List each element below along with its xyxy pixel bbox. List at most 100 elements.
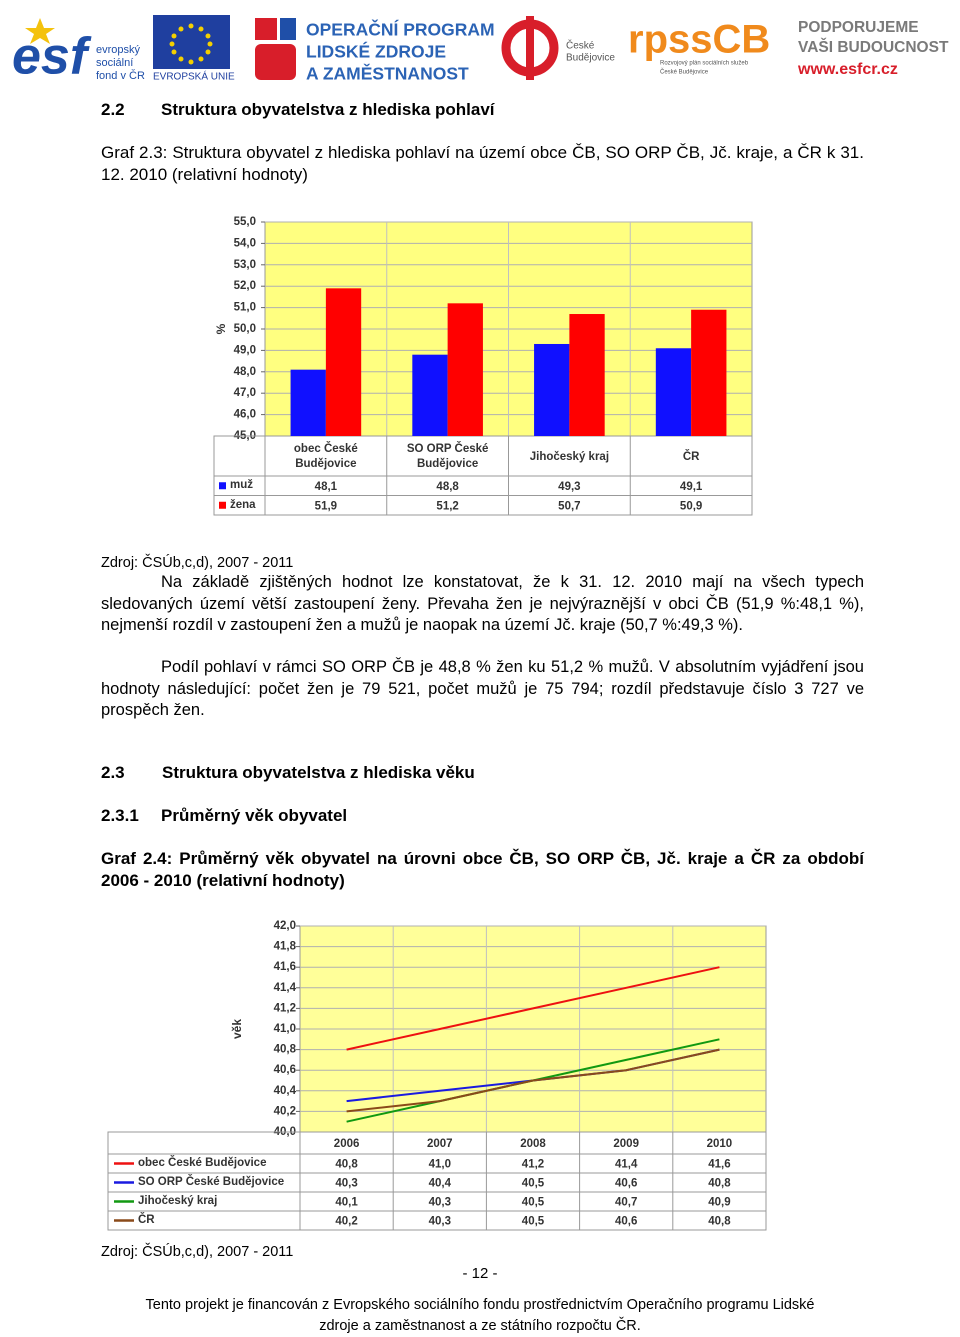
section-title: Průměrný věk obyvatel xyxy=(161,806,348,825)
y-tick-label: 40,4 xyxy=(274,1085,297,1097)
legend-label: muž xyxy=(230,479,253,491)
rpss-logo: rpssCB xyxy=(628,18,770,62)
legend-label: ČR xyxy=(138,1214,155,1226)
y-tick-label: 52,0 xyxy=(234,280,256,292)
data-label: 40,6 xyxy=(615,1216,637,1228)
y-tick-label: 47,0 xyxy=(234,387,256,399)
data-label: 40,8 xyxy=(708,1178,731,1190)
y-tick-label: 51,0 xyxy=(234,302,256,314)
x-tick-label: obec České Budějovice xyxy=(293,443,358,470)
y-tick-label: 41,0 xyxy=(274,1023,296,1035)
op-shape xyxy=(280,18,296,40)
x-tick-label: 2007 xyxy=(426,1137,453,1150)
section-number: 2.3 xyxy=(101,763,125,782)
y-tick-label: 49,0 xyxy=(234,344,256,356)
bar xyxy=(534,343,570,436)
data-label: 40,8 xyxy=(708,1216,731,1228)
esf-logo: esf xyxy=(12,28,92,86)
data-label: 41,0 xyxy=(429,1159,451,1171)
data-label: 40,3 xyxy=(335,1178,357,1190)
y-axis-label: věk xyxy=(230,1019,244,1039)
legend-swatch xyxy=(219,501,226,509)
y-tick-label: 50,0 xyxy=(234,323,256,335)
y-tick-label: 40,8 xyxy=(274,1044,297,1056)
bar xyxy=(412,354,448,436)
x-tick-label: 2009 xyxy=(613,1137,639,1150)
bar xyxy=(569,314,605,436)
y-tick-label: 41,4 xyxy=(274,982,297,994)
y-tick-label: 53,0 xyxy=(234,259,256,271)
data-label: 48,1 xyxy=(315,481,338,493)
line xyxy=(346,1048,720,1113)
data-label: 41,6 xyxy=(708,1159,730,1171)
data-label: 51,9 xyxy=(315,500,337,512)
logo-text: evropský xyxy=(96,44,141,56)
data-label: 40,5 xyxy=(522,1197,545,1209)
data-label: 40,1 xyxy=(335,1197,358,1209)
data-label: 40,5 xyxy=(522,1178,545,1190)
logo-text: fond v ČR xyxy=(96,69,145,82)
op-shape xyxy=(255,44,296,80)
x-tick-label: ČR xyxy=(682,450,700,463)
y-tick-label: 41,2 xyxy=(274,1002,296,1014)
legend-label: SO ORP České Budějovice xyxy=(138,1176,285,1188)
data-label: 40,7 xyxy=(615,1197,637,1209)
y-tick-label: 42,0 xyxy=(274,920,296,932)
section-title: Struktura obyvatelstva z hlediska věku xyxy=(162,763,475,782)
figure-source: Zdroj: ČSÚb,c,d), 2007 - 2011 xyxy=(101,555,294,571)
figure-caption: Graf 2.4: Průměrný věk obyvatel na úrovn… xyxy=(101,849,864,890)
x-tick-label: 2010 xyxy=(706,1137,733,1150)
logo-text: OPERAČNÍ PROGRAM xyxy=(306,19,495,40)
data-label: 51,2 xyxy=(436,500,458,512)
logo-text: sociální xyxy=(96,57,133,69)
logo-text: VAŠI BUDOUCNOST xyxy=(798,38,949,56)
logo-text: LIDSKÉ ZDROJE xyxy=(306,41,446,62)
data-label: 49,3 xyxy=(558,481,580,493)
legend-swatch xyxy=(219,482,226,490)
section-number: 2.2 xyxy=(101,100,125,119)
x-tick-label: 2006 xyxy=(333,1137,360,1150)
logo-text: www.esfcr.cz xyxy=(797,61,898,78)
bar xyxy=(691,309,727,436)
data-label: 40,8 xyxy=(335,1159,358,1171)
x-tick-label: SO ORP České Budějovice xyxy=(406,443,489,470)
op-shape xyxy=(255,18,277,40)
section-title: Struktura obyvatelstva z hlediska pohlav… xyxy=(161,100,495,119)
paragraph: Podíl pohlaví v rámci SO ORP ČB je 48,8 … xyxy=(101,658,864,719)
eu-stars xyxy=(169,23,213,65)
data-label: 40,9 xyxy=(708,1197,730,1209)
y-tick-label: 54,0 xyxy=(234,237,256,249)
logo-text: České xyxy=(566,39,595,52)
bar xyxy=(290,369,326,436)
data-label: 40,3 xyxy=(429,1216,451,1228)
data-label: 41,2 xyxy=(522,1159,544,1171)
header-logos: esf evropský sociální fond v ČR EVROPSKÁ… xyxy=(12,15,949,86)
data-label: 50,9 xyxy=(680,500,702,512)
figure-caption: Graf 2.3: Struktura obyvatel z hlediska … xyxy=(101,143,864,184)
legend-label: žena xyxy=(230,498,256,511)
data-label: 48,8 xyxy=(436,481,459,493)
data-label: 40,2 xyxy=(335,1216,357,1228)
data-label: 40,6 xyxy=(615,1178,637,1190)
data-label: 41,4 xyxy=(615,1159,638,1171)
y-tick-label: 55,0 xyxy=(234,216,256,228)
section-number: 2.3.1 xyxy=(101,806,139,825)
logo-text: Budějovice xyxy=(566,53,615,64)
footer-line: zdroje a zaměstnanost a ze státního rozp… xyxy=(319,1318,641,1334)
star xyxy=(25,18,55,44)
data-label: 40,3 xyxy=(429,1197,451,1209)
logo-text: České Budějovice xyxy=(660,69,709,76)
logo-text: A ZAMĚSTNANOST xyxy=(306,63,469,84)
paragraph: Na základě zjištěných hodnot lze konstat… xyxy=(101,573,864,634)
y-tick-label: 40,2 xyxy=(274,1105,296,1117)
y-tick-label: 41,6 xyxy=(274,961,296,973)
data-label: 40,4 xyxy=(429,1178,452,1190)
x-tick-label: Jihočeský kraj xyxy=(529,450,610,463)
x-tick-label: 2008 xyxy=(520,1137,546,1150)
data-label: 40,5 xyxy=(522,1216,545,1228)
bar xyxy=(655,348,692,436)
page-number: - 12 - xyxy=(462,1265,498,1282)
y-tick-label: 46,0 xyxy=(234,409,256,421)
